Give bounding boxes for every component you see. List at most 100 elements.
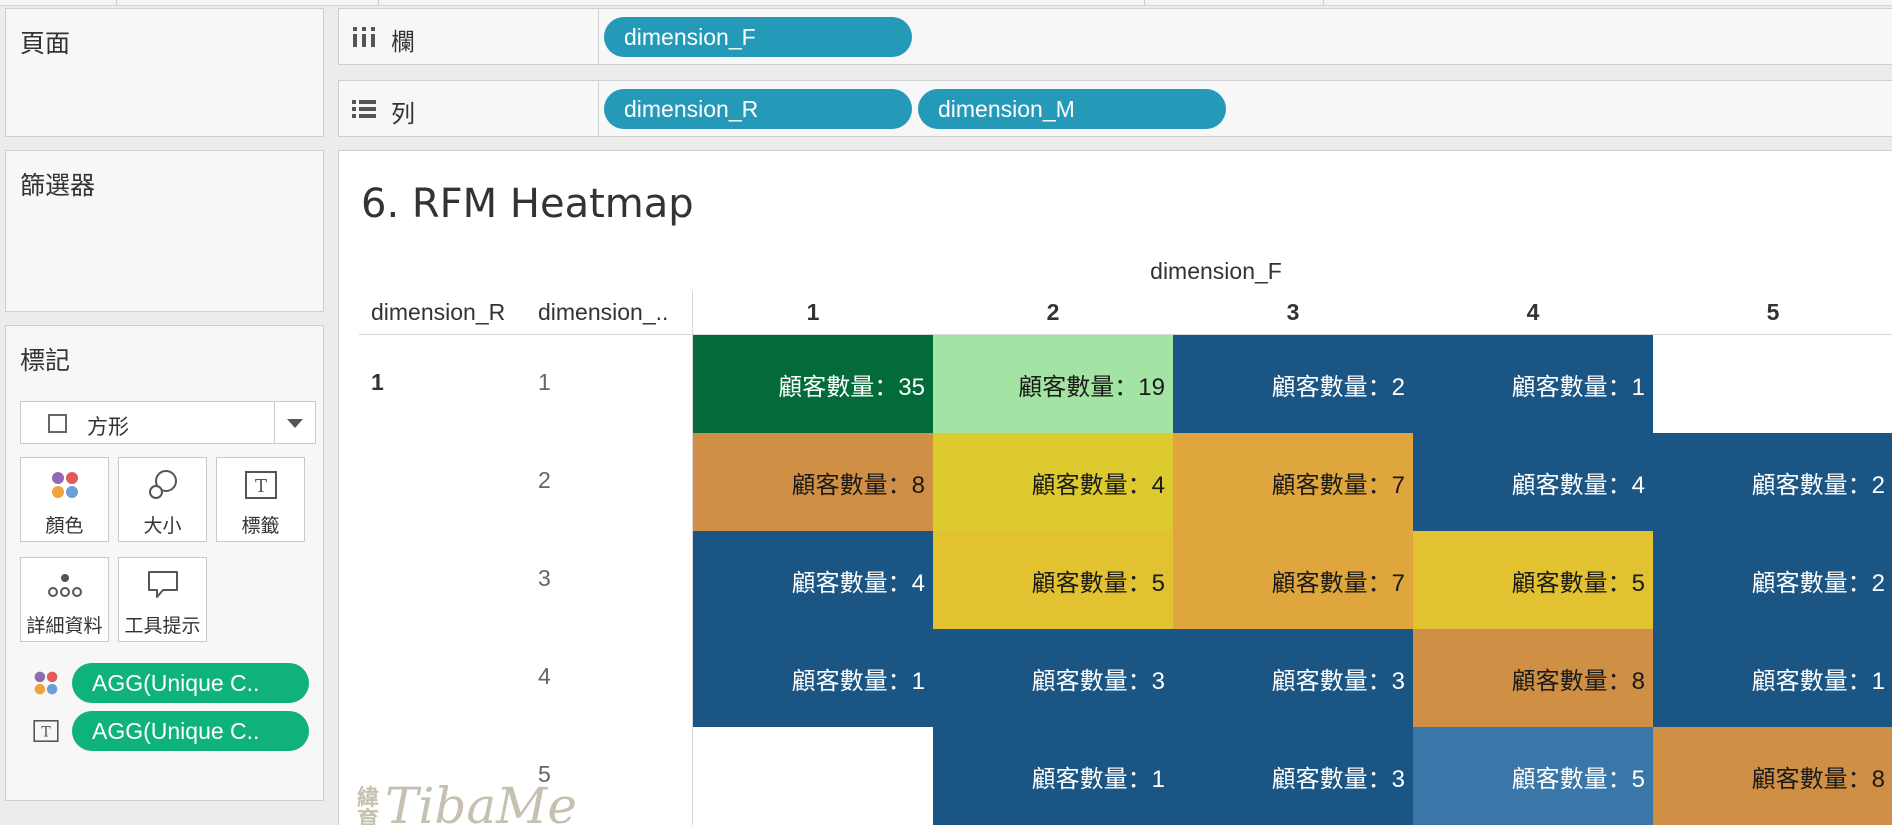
marks-size-button[interactable]: 大小 bbox=[118, 457, 207, 542]
label-field-pill[interactable]: AGG(Unique C.. bbox=[72, 711, 309, 751]
heatmap-cell[interactable]: 顧客數量：5 bbox=[1413, 531, 1653, 629]
heatmap-cell[interactable]: 顧客數量：19 bbox=[933, 335, 1173, 433]
heatmap-cell-label: 顧客數量：4 bbox=[791, 569, 925, 597]
row-header-r-1[interactable]: 1 bbox=[371, 369, 384, 395]
label-t-icon: T bbox=[217, 468, 304, 502]
mark-type-dropdown[interactable]: 方形 bbox=[20, 401, 316, 444]
tibame-watermark: 緯育 TibaMe bbox=[357, 771, 577, 825]
chevron-down-icon[interactable] bbox=[287, 419, 303, 428]
heatmap-cell-label: 顧客數量：4 bbox=[1511, 471, 1645, 499]
row-header-separator bbox=[692, 291, 693, 825]
marks-tooltip-label: 工具提示 bbox=[124, 616, 201, 637]
heatmap-cell-label: 顧客數量：1 bbox=[791, 667, 925, 695]
heatmap-cell-label: 顧客數量：5 bbox=[1511, 569, 1645, 597]
label-t-icon: T bbox=[32, 717, 60, 745]
row-header-m-5[interactable]: 5 bbox=[538, 761, 551, 787]
heatmap-cell-label: 顧客數量：1 bbox=[1751, 667, 1885, 695]
heatmap-cell[interactable]: 顧客數量：4 bbox=[933, 433, 1173, 531]
rows-pill-dimension-r[interactable]: dimension_R bbox=[604, 89, 912, 129]
filters-card[interactable]: 篩選器 bbox=[5, 150, 324, 312]
heatmap-cell[interactable]: 顧客數量：7 bbox=[1173, 433, 1413, 531]
marks-size-label: 大小 bbox=[143, 516, 182, 537]
header-separator bbox=[359, 334, 1892, 335]
heatmap-cell[interactable]: 顧客數量：5 bbox=[933, 531, 1173, 629]
rows-shelf[interactable]: 列 dimension_R dimension_M bbox=[338, 80, 1892, 137]
heatmap-cell[interactable]: 顧客數量：35 bbox=[693, 335, 933, 433]
heatmap-cell-label: 顧客數量：1 bbox=[1031, 765, 1165, 793]
heatmap-cell[interactable]: 顧客數量：1 bbox=[1413, 335, 1653, 433]
col-header-4[interactable]: 4 bbox=[1526, 299, 1540, 325]
heatmap-cell-label: 顧客數量：2 bbox=[1751, 471, 1885, 499]
row-axis-title-m[interactable]: dimension_.. bbox=[538, 299, 669, 325]
col-header-2[interactable]: 2 bbox=[1046, 299, 1060, 325]
heatmap-cell[interactable]: 顧客數量：1 bbox=[693, 629, 933, 727]
marks-card: 標記 方形 顏色 bbox=[5, 325, 324, 801]
heatmap-cell[interactable]: 顧客數量：8 bbox=[693, 433, 933, 531]
heatmap-cell-label: 顧客數量：8 bbox=[1751, 765, 1885, 793]
svg-text:T: T bbox=[254, 476, 266, 497]
columns-icon bbox=[351, 25, 379, 49]
heatmap-cell[interactable]: 顧客數量：3 bbox=[1173, 727, 1413, 825]
columns-pill-dimension-f[interactable]: dimension_F bbox=[604, 17, 912, 57]
color-field-pill[interactable]: AGG(Unique C.. bbox=[72, 663, 309, 703]
heatmap-cell-label: 顧客數量：7 bbox=[1271, 471, 1405, 499]
heatmap-cell-label: 顧客數量：3 bbox=[1031, 667, 1165, 695]
heatmap-cell[interactable]: 顧客數量：1 bbox=[1653, 629, 1892, 727]
heatmap-cell-label: 顧客數量：3 bbox=[1271, 765, 1405, 793]
rows-shelf-label: 列 bbox=[391, 101, 415, 128]
marks-label-button[interactable]: T 標籤 bbox=[216, 457, 305, 542]
columns-shelf-label: 欄 bbox=[391, 29, 415, 56]
heatmap-cell[interactable]: 顧客數量：2 bbox=[1653, 531, 1892, 629]
row-header-m-1[interactable]: 1 bbox=[538, 369, 551, 395]
heatmap-cell[interactable]: 顧客數量：2 bbox=[1173, 335, 1413, 433]
heatmap-cell-label: 顧客數量：1 bbox=[1511, 373, 1645, 401]
row-header-m-2[interactable]: 2 bbox=[538, 467, 551, 493]
top-strip bbox=[0, 0, 1892, 6]
row-header-m-4[interactable]: 4 bbox=[538, 663, 551, 689]
heatmap-cell[interactable]: 顧客數量：8 bbox=[1413, 629, 1653, 727]
svg-text:T: T bbox=[41, 725, 51, 741]
col-header-5[interactable]: 5 bbox=[1766, 299, 1780, 325]
heatmap-cell-label: 顧客數量：4 bbox=[1031, 471, 1165, 499]
rows-pill-dimension-m[interactable]: dimension_M bbox=[918, 89, 1226, 129]
watermark-cn: 緯育 bbox=[357, 785, 380, 825]
heatmap-cell-label: 顧客數量：2 bbox=[1271, 373, 1405, 401]
worksheet-view: 6. RFM Heatmap dimension_F dimension_R d… bbox=[338, 150, 1892, 825]
heatmap-cell[interactable]: 顧客數量：4 bbox=[1413, 433, 1653, 531]
marks-detail-button[interactable]: 詳細資料 bbox=[20, 557, 109, 642]
columns-shelf[interactable]: 欄 dimension_F bbox=[338, 8, 1892, 65]
marks-color-label: 顏色 bbox=[45, 516, 84, 537]
marks-detail-label: 詳細資料 bbox=[26, 616, 103, 637]
pages-card-title: 頁面 bbox=[20, 30, 71, 58]
marks-color-button[interactable]: 顏色 bbox=[20, 457, 109, 542]
heatmap-cell-label: 顧客數量：8 bbox=[1511, 667, 1645, 695]
heatmap-cell[interactable]: 顧客數量：2 bbox=[1653, 433, 1892, 531]
heatmap-cell[interactable]: 顧客數量：3 bbox=[933, 629, 1173, 727]
heatmap-cell-label: 顧客數量：35 bbox=[778, 373, 925, 401]
heatmap-cell-label: 顧客數量：3 bbox=[1271, 667, 1405, 695]
col-header-3[interactable]: 3 bbox=[1286, 299, 1300, 325]
filters-card-title: 篩選器 bbox=[20, 172, 96, 200]
marks-tooltip-button[interactable]: 工具提示 bbox=[118, 557, 207, 642]
rows-icon bbox=[351, 97, 379, 121]
heatmap-cell[interactable]: 顧客數量：5 bbox=[1413, 727, 1653, 825]
heatmap-cell[interactable]: 顧客數量：3 bbox=[1173, 629, 1413, 727]
color-dots-icon bbox=[32, 669, 60, 697]
mark-type-label: 方形 bbox=[87, 416, 129, 439]
col-axis-title[interactable]: dimension_F bbox=[1150, 258, 1282, 284]
detail-dots-icon bbox=[21, 568, 108, 602]
heatmap-cell-label: 顧客數量：7 bbox=[1271, 569, 1405, 597]
row-axis-title-r[interactable]: dimension_R bbox=[371, 299, 506, 325]
heatmap-cell[interactable]: 顧客數量：7 bbox=[1173, 531, 1413, 629]
heatmap-cell-label: 顧客數量：5 bbox=[1031, 569, 1165, 597]
heatmap-cell[interactable]: 顧客數量：1 bbox=[933, 727, 1173, 825]
marks-card-title: 標記 bbox=[20, 347, 71, 375]
row-header-m-3[interactable]: 3 bbox=[538, 565, 551, 591]
pages-card[interactable]: 頁面 bbox=[5, 8, 324, 137]
heatmap-cell-label: 顧客數量：5 bbox=[1511, 765, 1645, 793]
heatmap-cell[interactable]: 顧客數量：4 bbox=[693, 531, 933, 629]
col-header-1[interactable]: 1 bbox=[806, 299, 820, 325]
heatmap-cell-label: 顧客數量：2 bbox=[1751, 569, 1885, 597]
watermark-en: TibaMe bbox=[385, 777, 577, 825]
heatmap-cell[interactable]: 顧客數量：8 bbox=[1653, 727, 1892, 825]
